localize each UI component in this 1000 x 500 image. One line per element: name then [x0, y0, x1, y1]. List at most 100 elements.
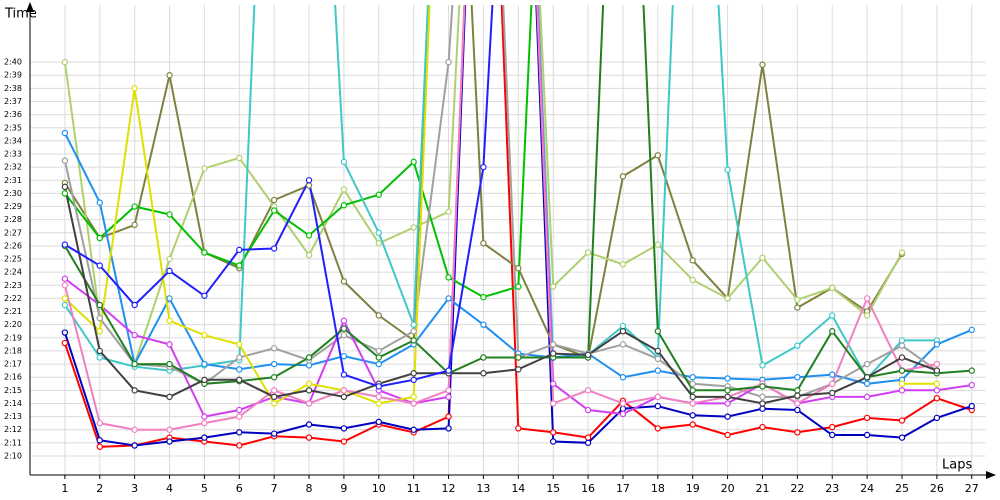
data-point [236, 413, 243, 420]
data-point [305, 251, 313, 259]
data-point [236, 341, 243, 348]
data-point [863, 312, 871, 319]
data-point [898, 354, 906, 361]
data-point [968, 402, 975, 410]
data-point [305, 421, 313, 428]
x-tick-label: 2 [96, 482, 103, 495]
data-point [724, 387, 731, 394]
data-point [61, 329, 69, 336]
y-tick-label: 2:10 [4, 451, 22, 460]
data-point [305, 434, 313, 441]
data-point [96, 328, 103, 335]
y-tick-label: 2:37 [4, 97, 22, 106]
data-point [759, 254, 766, 261]
x-tick-label: 3 [131, 482, 138, 495]
data-point [445, 425, 452, 432]
data-point [619, 261, 627, 268]
data-point [654, 241, 662, 248]
data-point [759, 423, 766, 431]
y-tick-label: 2:36 [4, 110, 22, 119]
data-point [270, 345, 278, 352]
data-point [619, 341, 627, 348]
data-point [480, 163, 487, 171]
data-point [689, 373, 696, 381]
data-point [61, 129, 69, 137]
x-tick-label: 17 [616, 482, 630, 495]
x-tick-label: 18 [651, 482, 665, 495]
data-point [898, 337, 906, 344]
series-line [63, 186, 938, 405]
data-point [375, 418, 382, 426]
data-point [863, 380, 871, 387]
y-tick-label: 2:34 [4, 136, 22, 145]
x-tick-label: 16 [581, 482, 595, 495]
data-point [654, 402, 662, 410]
data-point [166, 393, 173, 401]
series-line [64, 5, 972, 418]
y-tick-label: 2:22 [4, 294, 22, 303]
data-point [445, 295, 452, 302]
y-tick-label: 2:29 [4, 202, 22, 211]
data-point [131, 331, 138, 339]
data-point [201, 292, 208, 299]
data-point [305, 387, 313, 394]
y-tick-label: 2:31 [4, 176, 22, 185]
y-axis-label: Time [4, 7, 37, 22]
data-point [829, 431, 836, 439]
data-point [410, 321, 417, 328]
data-point [96, 262, 103, 269]
data-point [794, 387, 801, 394]
data-point [654, 328, 662, 335]
data-point [515, 283, 522, 290]
data-point [794, 406, 801, 414]
data-point [794, 392, 801, 399]
data-point [445, 387, 452, 394]
data-point [270, 387, 278, 394]
data-point [619, 328, 627, 335]
data-point [549, 380, 557, 387]
x-tick-label: 10 [372, 482, 386, 495]
data-point [863, 431, 871, 439]
y-tick-label: 2:33 [4, 150, 22, 159]
data-point [654, 347, 662, 355]
x-tick-label: 24 [860, 482, 874, 495]
data-point [619, 410, 627, 418]
data-point [201, 419, 208, 427]
data-point [689, 393, 696, 401]
data-point [724, 431, 731, 439]
data-point [305, 177, 313, 184]
data-point [515, 366, 522, 373]
y-tick-label: 2:23 [4, 281, 22, 290]
data-point [61, 157, 69, 164]
data-point [340, 278, 348, 285]
data-point [375, 354, 382, 361]
data-point [270, 430, 278, 437]
data-point [340, 317, 348, 324]
data-point [236, 262, 243, 269]
data-point [933, 394, 941, 402]
data-point [654, 425, 662, 432]
y-tick-label: 2:24 [4, 268, 22, 277]
data-point [898, 417, 906, 424]
data-point [445, 58, 452, 66]
x-tick-label: 23 [825, 482, 839, 495]
y-tick-label: 2:15 [4, 386, 22, 395]
y-tick-label: 2:26 [4, 241, 22, 250]
data-point [759, 405, 766, 412]
data-point [410, 328, 417, 335]
data-point [61, 339, 69, 347]
data-point [515, 425, 522, 432]
data-point [829, 328, 836, 335]
data-point [863, 414, 871, 422]
data-point [759, 393, 766, 401]
data-point [584, 434, 592, 441]
data-point [549, 283, 557, 290]
data-point [340, 186, 348, 193]
x-tick-label: 25 [895, 482, 909, 495]
data-point [236, 154, 243, 162]
data-point [166, 438, 173, 445]
data-point [794, 342, 801, 349]
data-point [96, 234, 103, 242]
data-point [410, 400, 417, 407]
data-point [96, 347, 103, 355]
